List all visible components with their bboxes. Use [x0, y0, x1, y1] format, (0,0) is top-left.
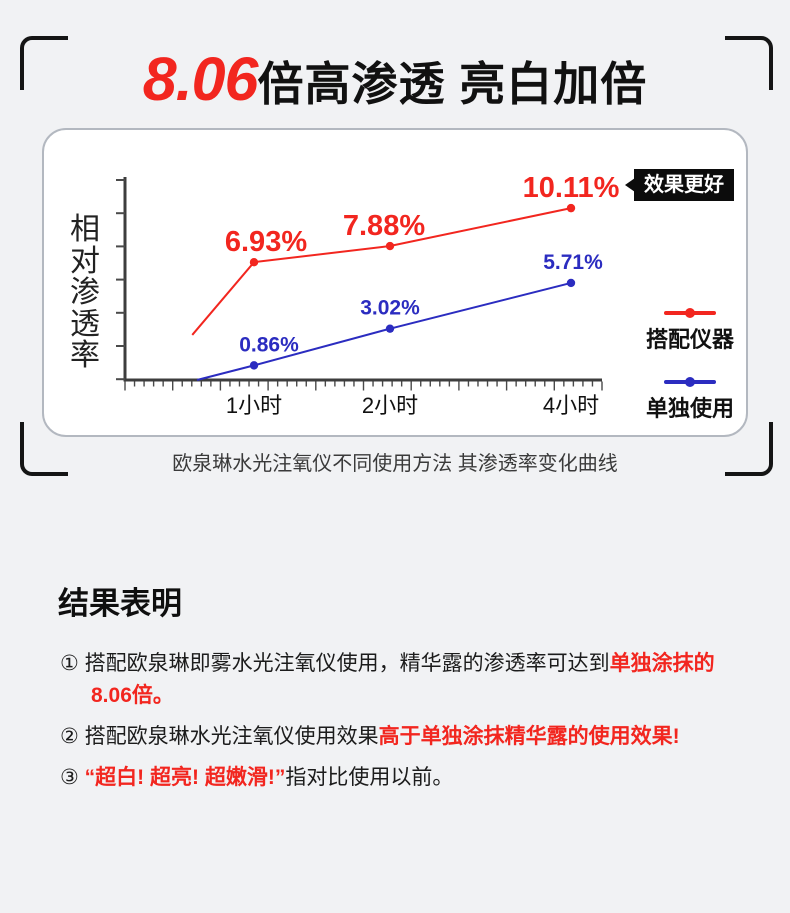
chart-caption: 欧泉琳水光注氧仪不同使用方法 其渗透率变化曲线 — [172, 453, 618, 475]
legend-label-alone: 单独使用 — [645, 396, 734, 421]
legend-entry-alone: 单独使用 — [640, 377, 740, 423]
page-title: 8.06倍高渗透 亮白加倍 — [0, 44, 790, 114]
chart-svg: 1小时 2小时 4小时 6.93% 7.88% 10.11% 0.86% 3.02% 5.71% — [116, 172, 620, 418]
chart-card: 1小时 2小时 4小时 6.93% 7.88% 10.11% 0.86% 3.02% 5.71%… — [42, 128, 748, 437]
results-list: ① 搭配欧泉琳即雾水光注氧仪使用，精华露的渗透率可达到单独涂抹的8.06倍。 ② … — [60, 648, 738, 803]
legend-label-device: 搭配仪器 — [645, 327, 734, 352]
corner-bracket-bottom-left — [20, 422, 68, 476]
result-item: ③ “超白! 超亮! 超嫩滑!”指对比使用以前。 — [60, 766, 454, 789]
results-heading: 结果表明 — [58, 586, 182, 621]
svg-text:1小时: 1小时 — [226, 393, 282, 418]
better-effect-badge: 效果更好 — [625, 169, 734, 201]
chart-legend: 搭配仪器 单独使用 — [640, 308, 740, 423]
legend-line-blue — [664, 377, 716, 387]
svg-text:7.88%: 7.88% — [343, 210, 425, 242]
svg-text:2小时: 2小时 — [362, 393, 418, 418]
result-item: ① 搭配欧泉琳即雾水光注氧仪使用，精华露的渗透率可达到单独涂抹的8.06倍。 — [60, 652, 715, 707]
legend-entry-device: 搭配仪器 — [640, 308, 740, 354]
svg-text:4小时: 4小时 — [543, 393, 599, 418]
svg-text:5.71%: 5.71% — [543, 251, 603, 274]
result-item: ② 搭配欧泉琳水光注氧仪使用效果高于单独涂抹精华露的使用效果! — [60, 725, 680, 748]
corner-bracket-bottom-right — [725, 422, 773, 476]
corner-bracket-top-left — [20, 36, 68, 90]
svg-text:10.11%: 10.11% — [523, 172, 620, 204]
svg-text:3.02%: 3.02% — [360, 297, 420, 320]
legend-line-red — [664, 308, 716, 318]
corner-bracket-top-right — [725, 36, 773, 90]
title-highlight-number: 8.06 — [142, 45, 259, 113]
title-text: 倍高渗透 亮白加倍 — [257, 58, 648, 110]
svg-text:0.86%: 0.86% — [239, 333, 299, 356]
y-axis-label: 相对渗透率 — [70, 213, 100, 372]
svg-text:6.93%: 6.93% — [225, 226, 307, 258]
